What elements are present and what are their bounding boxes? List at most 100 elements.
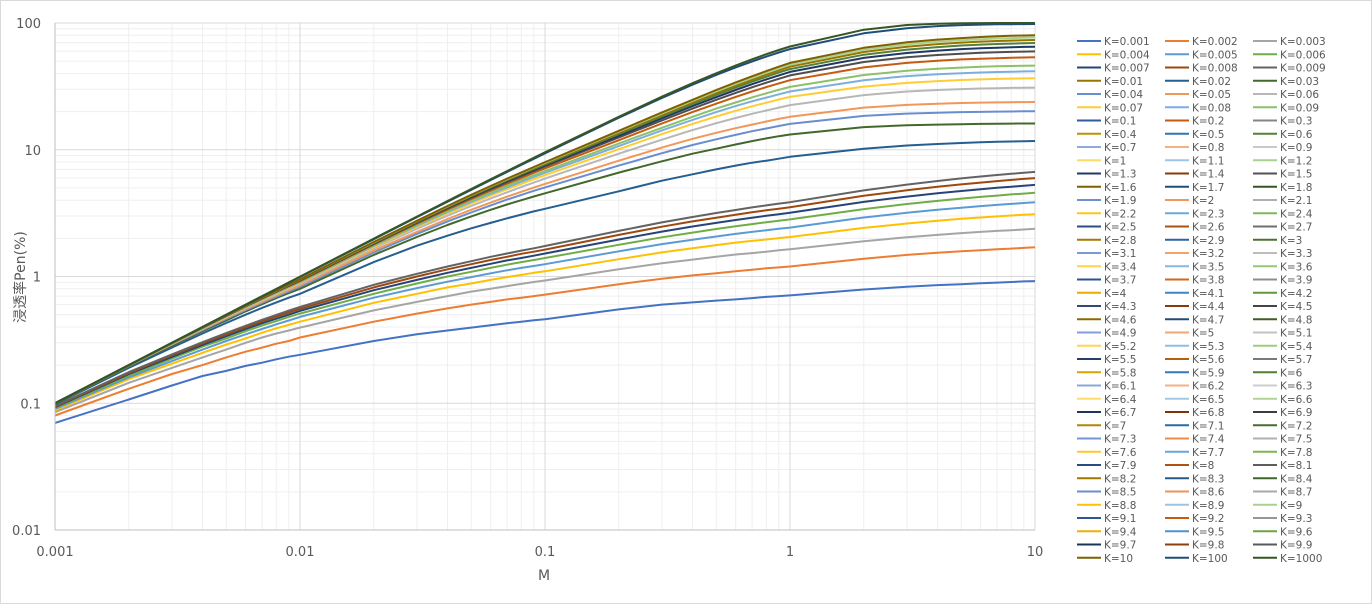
legend-label: K=2.1 <box>1280 195 1312 207</box>
legend-label: K=3.3 <box>1280 248 1312 260</box>
legend-label: K=0.02 <box>1192 76 1231 88</box>
legend-label: K=9 <box>1280 500 1302 512</box>
y-tick-label: 1 <box>33 271 41 286</box>
legend-item: K=8.3 <box>1165 473 1224 485</box>
legend-item: K=8.9 <box>1165 500 1224 512</box>
legend-label: K=1.2 <box>1280 155 1312 167</box>
legend-item: K=4.2 <box>1253 288 1312 300</box>
legend-item: K=0.2 <box>1165 116 1224 128</box>
legend-item: K=0.8 <box>1165 142 1224 154</box>
axis-layer: 0.001 0.01 0.1 1 10 0.01 0.1 1 10 100 <box>12 17 1043 560</box>
legend-label: K=1000 <box>1280 553 1322 565</box>
legend-item: K=4.9 <box>1077 328 1136 340</box>
legend-label: K=1 <box>1104 155 1126 167</box>
legend-item: K=4.3 <box>1077 301 1136 313</box>
legend-label: K=4.2 <box>1280 288 1312 300</box>
legend-label: K=4.8 <box>1280 314 1312 326</box>
legend-label: K=7.5 <box>1280 434 1312 446</box>
legend-label: K=9.2 <box>1192 513 1224 525</box>
legend-label: K=0.05 <box>1192 89 1231 101</box>
legend-label: K=6 <box>1280 367 1303 379</box>
legend-item: K=8.4 <box>1253 473 1313 485</box>
legend-item: K=0.07 <box>1077 102 1143 114</box>
legend-item: K=0.6 <box>1253 129 1313 141</box>
legend-item: K=3.9 <box>1253 275 1312 287</box>
legend-item: K=4.1 <box>1165 288 1224 300</box>
legend-item: K=1.7 <box>1165 182 1224 194</box>
legend-item: K=7.6 <box>1077 447 1137 459</box>
legend-label: K=6.4 <box>1104 394 1137 406</box>
legend-label: K=4.4 <box>1192 301 1225 313</box>
legend-label: K=5.3 <box>1192 341 1224 353</box>
legend-label: K=6.8 <box>1192 407 1224 419</box>
legend-label: K=7.3 <box>1104 434 1136 446</box>
legend-label: K=4.3 <box>1104 301 1136 313</box>
legend-label: K=4.7 <box>1192 314 1224 326</box>
legend-label: K=6.9 <box>1280 407 1312 419</box>
legend-label: K=0.002 <box>1192 36 1238 48</box>
legend-item: K=1.5 <box>1253 169 1312 181</box>
legend-item: K=0.08 <box>1165 102 1231 114</box>
y-tick-label: 10 <box>24 144 41 159</box>
legend-label: K=9.4 <box>1104 526 1137 538</box>
legend-item: K=0.006 <box>1253 49 1326 61</box>
x-tick-label: 0.001 <box>36 545 73 560</box>
legend-label: K=0.07 <box>1104 102 1143 114</box>
legend-item: K=0.05 <box>1165 89 1231 101</box>
legend-item: K=2.5 <box>1077 222 1136 234</box>
legend-item: K=2.3 <box>1165 208 1224 220</box>
legend-label: K=9.8 <box>1192 540 1224 552</box>
legend-item: K=5.5 <box>1077 354 1136 366</box>
legend-item: K=2.9 <box>1165 235 1224 247</box>
legend-label: K=6.6 <box>1280 394 1313 406</box>
legend-item: K=6.6 <box>1253 394 1313 406</box>
legend-label: K=6.1 <box>1104 381 1136 393</box>
series-line-K=0.1 <box>54 140 1036 406</box>
x-tick-label: 0.01 <box>286 545 315 560</box>
legend-item: K=8.8 <box>1077 500 1136 512</box>
legend-label: K=2.2 <box>1104 208 1136 220</box>
legend-label: K=0.008 <box>1192 63 1238 75</box>
legend-label: K=5.6 <box>1192 354 1225 366</box>
legend-item: K=0.02 <box>1165 76 1231 88</box>
legend-label: K=2.3 <box>1192 208 1224 220</box>
legend-item: K=8.5 <box>1077 487 1136 499</box>
legend-item: K=3.4 <box>1077 261 1137 273</box>
legend-item: K=3.8 <box>1165 275 1224 287</box>
legend-item: K=6.3 <box>1253 381 1312 393</box>
legend-item: K=0.09 <box>1253 102 1319 114</box>
legend-item: K=0.01 <box>1077 76 1143 88</box>
legend-item: K=6.8 <box>1165 407 1224 419</box>
legend-item: K=0.005 <box>1165 49 1238 61</box>
x-tick-label: 10 <box>1027 545 1044 560</box>
legend-item: K=3.6 <box>1253 261 1313 273</box>
legend-label: K=0.2 <box>1192 116 1224 128</box>
legend-label: K=0.09 <box>1280 102 1319 114</box>
legend: K=0.001 K=0.002 K=0.003 K=0.004 K=0.005 K=0.0… <box>1077 36 1326 565</box>
legend-item: K=1.8 <box>1253 182 1312 194</box>
legend-item: K=0.002 <box>1165 36 1238 48</box>
legend-item: K=5.1 <box>1253 328 1312 340</box>
legend-item: K=2.7 <box>1253 222 1312 234</box>
series-line-K=0.005 <box>54 201 1036 410</box>
legend-label: K=7.8 <box>1280 447 1312 459</box>
legend-label: K=4 <box>1104 288 1127 300</box>
legend-item: K=7.4 <box>1165 434 1225 446</box>
legend-item: K=7.9 <box>1077 460 1136 472</box>
legend-label: K=2 <box>1192 195 1214 207</box>
legend-label: K=9.9 <box>1280 540 1312 552</box>
legend-label: K=0.6 <box>1280 129 1313 141</box>
legend-item: K=7.7 <box>1165 447 1224 459</box>
legend-item: K=0.03 <box>1253 76 1319 88</box>
legend-label: K=3.8 <box>1192 275 1224 287</box>
legend-label: K=6.5 <box>1192 394 1224 406</box>
legend-item: K=3.1 <box>1077 248 1136 260</box>
legend-item: K=0.1 <box>1077 116 1136 128</box>
legend-label: K=5.7 <box>1280 354 1312 366</box>
legend-label: K=1.1 <box>1192 155 1224 167</box>
legend-label: K=6.2 <box>1192 381 1224 393</box>
legend-label: K=10 <box>1104 553 1133 565</box>
legend-item: K=1.1 <box>1165 155 1224 167</box>
legend-item: K=4.4 <box>1165 301 1225 313</box>
